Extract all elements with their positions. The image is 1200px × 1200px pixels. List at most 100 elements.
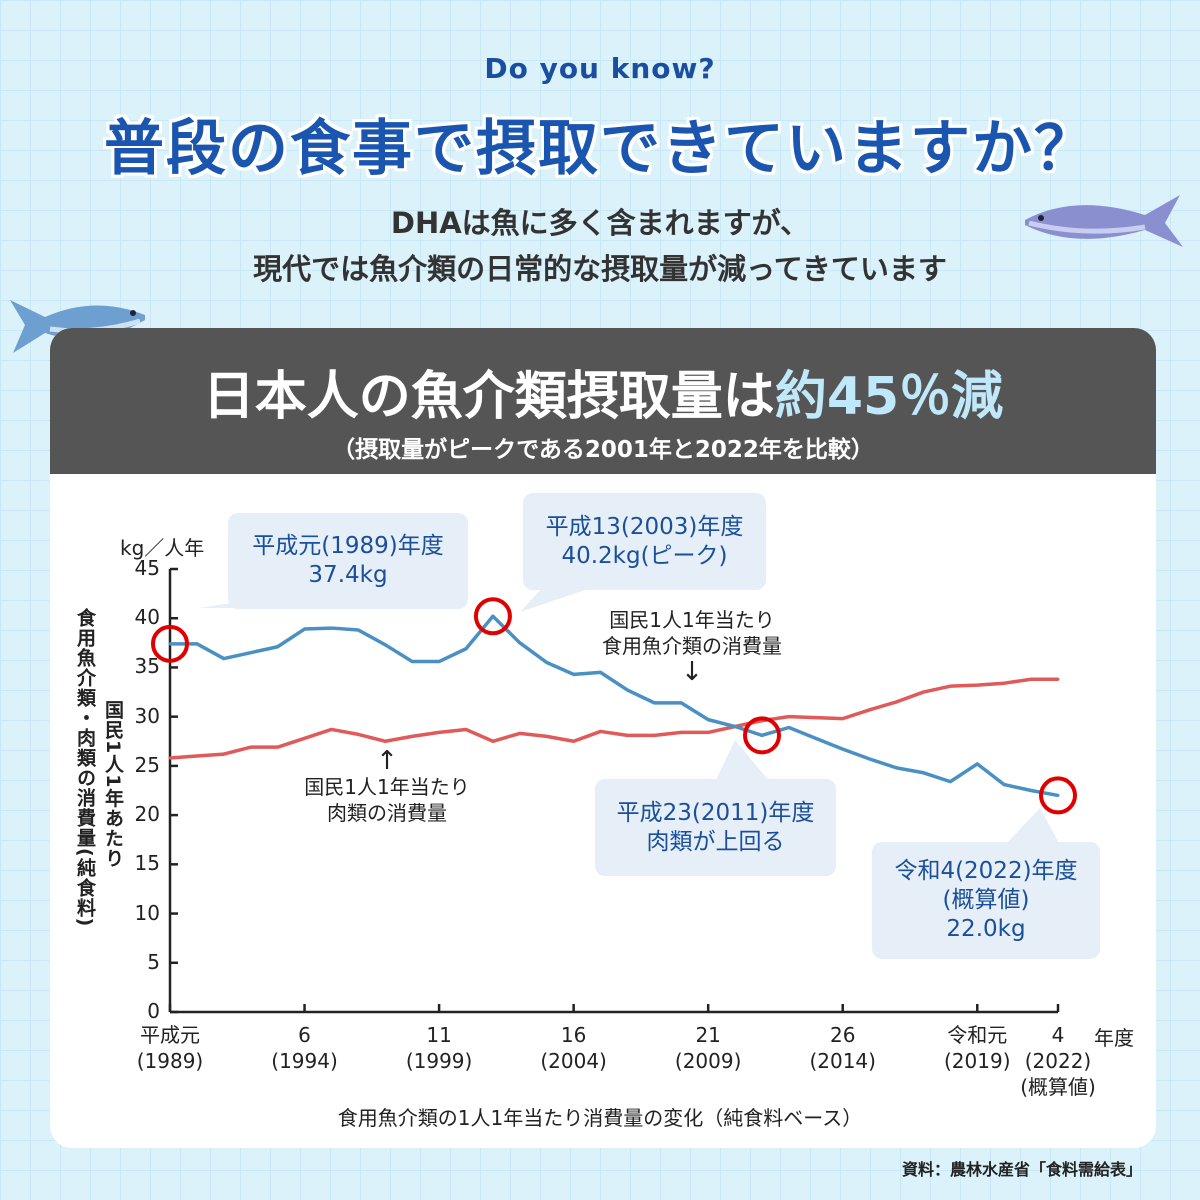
x-tick-label: 6 (1994) <box>245 1022 365 1074</box>
data-point-fish <box>1056 793 1060 797</box>
data-point-fish <box>491 614 495 618</box>
data-point-meat <box>948 684 952 688</box>
data-point-meat <box>921 690 925 694</box>
data-point-fish <box>1002 783 1006 787</box>
data-point-meat <box>545 734 549 738</box>
data-point-fish <box>679 701 683 705</box>
card-headline-sub: （摂取量がピークである2001年と2022年を比較） <box>332 437 874 463</box>
callout-text: 平成13(2003)年度 <box>545 513 744 540</box>
data-point-fish <box>437 660 441 664</box>
data-point-meat <box>1002 681 1006 685</box>
callout-2011: 平成23(2011)年度 肉類が上回る <box>595 779 836 876</box>
card-header: 日本人の魚介類摂取量は約45％減 （摂取量がピークである2001年と2022年を… <box>50 328 1156 474</box>
y-tick-label: 5 <box>147 949 160 974</box>
eyebrow: Do you know? <box>484 52 716 85</box>
callout-2022: 令和4(2022)年度 (概算値) 22.0kg <box>872 842 1100 959</box>
y-axis-title-outer: 食用魚介類・肉類の消費量(純食料) <box>74 608 96 928</box>
data-point-meat <box>491 739 495 743</box>
x-tick-line: (2022) <box>1024 1049 1092 1073</box>
x-tick-line: (2014) <box>809 1049 876 1073</box>
x-tick-label: 21 (2009) <box>648 1022 768 1074</box>
data-point-fish <box>895 766 899 770</box>
data-point-meat <box>222 752 226 756</box>
x-unit-label: 年度 <box>1094 1026 1134 1050</box>
y-tick-label: 40 <box>134 605 160 630</box>
callout-1989: 平成元(1989)年度 37.4kg <box>228 513 468 609</box>
data-point-meat <box>706 730 710 734</box>
x-tick-line: (2009) <box>674 1049 742 1073</box>
series-line-fish <box>170 614 1059 798</box>
data-point-meat <box>276 745 280 749</box>
x-tick-line: 21 <box>695 1023 721 1047</box>
x-tick-line: (1994) <box>271 1049 338 1073</box>
y-tick-label: 15 <box>134 851 160 876</box>
annotation-text: 食用魚介類の消費量 <box>602 634 782 658</box>
callout-text: 40.2kg(ピーク) <box>561 542 728 569</box>
x-tick-line: 平成元 <box>140 1023 200 1047</box>
data-point-fish <box>787 725 791 729</box>
data-point-meat <box>356 732 360 736</box>
y-tick-label: 10 <box>134 900 160 925</box>
data-point-fish <box>760 733 764 737</box>
data-point-meat <box>464 727 468 731</box>
data-point-fish <box>921 771 925 775</box>
data-point-fish <box>733 725 737 729</box>
page-title: 普段の食事で摂取できていますか？ <box>104 114 1096 184</box>
x-tick-line: (2019) <box>944 1049 1011 1073</box>
callout-peak: 平成13(2003)年度 40.2kg(ピーク) <box>523 493 766 590</box>
data-point-meat <box>975 683 979 687</box>
data-point-fish <box>572 672 576 676</box>
data-point-fish <box>841 747 845 751</box>
data-point-meat <box>895 700 899 704</box>
data-point-fish <box>948 780 952 784</box>
callout-pointer <box>520 585 585 612</box>
data-point-fish <box>356 628 360 632</box>
data-point-meat <box>625 733 629 737</box>
data-point-meat <box>195 754 199 758</box>
series-line-meat <box>169 677 1058 760</box>
headline-highlight: 約45％減 <box>774 367 1004 427</box>
subtitle-line-2: 現代では魚介類の日常的な摂取量が減ってきています <box>253 252 947 286</box>
data-point-meat <box>437 730 441 734</box>
x-tick-line: 4 <box>1051 1023 1065 1047</box>
callout-text: 平成元(1989)年度 <box>252 533 444 559</box>
x-tick-line: 6 <box>298 1023 311 1047</box>
data-point-fish <box>276 645 280 649</box>
callout-pointer <box>1005 808 1060 845</box>
data-point-fish <box>168 642 172 646</box>
highlight-circle <box>473 597 512 636</box>
data-point-meat <box>787 715 791 719</box>
data-point-fish <box>625 688 629 692</box>
x-tick-line: 26 <box>829 1023 856 1047</box>
x-tick-label: 16 (2004) <box>514 1022 634 1074</box>
data-point-fish <box>545 661 549 665</box>
data-point-meat <box>868 708 872 712</box>
data-point-fish <box>303 627 307 631</box>
data-point-meat <box>679 730 683 734</box>
callout-text: 22.0kg <box>946 916 1026 942</box>
y-tick-label: 0 <box>147 999 160 1023</box>
fish-illustration-right <box>1025 195 1183 247</box>
data-point-meat <box>303 736 307 740</box>
data-point-meat <box>599 729 603 733</box>
highlight-circle <box>1039 776 1077 815</box>
data-point-fish <box>975 762 979 766</box>
data-point-fish <box>222 657 226 661</box>
y-axis-title-inner: 国民1人1年あたり <box>102 700 124 869</box>
y-tick-label: 35 <box>134 654 160 679</box>
data-point-meat <box>1056 677 1060 681</box>
meat-series-annotation: ↑ 国民1人1年当たり 肉類の消費量 <box>267 748 507 826</box>
x-tick-line: (1999) <box>405 1049 473 1073</box>
highlight-circle <box>151 624 189 663</box>
data-point-fish <box>868 757 872 761</box>
annotation-text: 肉類の消費量 <box>327 801 447 825</box>
callout-pointer <box>715 740 770 782</box>
highlight-circle <box>743 716 781 755</box>
callout-text: 37.4kg <box>308 562 388 588</box>
data-point-meat <box>329 727 333 731</box>
y-tick-label: 20 <box>134 802 160 827</box>
x-tick-line: 11 <box>426 1023 452 1047</box>
callout-text: 令和4(2022)年度 <box>894 858 1078 884</box>
data-point-fish <box>195 642 199 646</box>
